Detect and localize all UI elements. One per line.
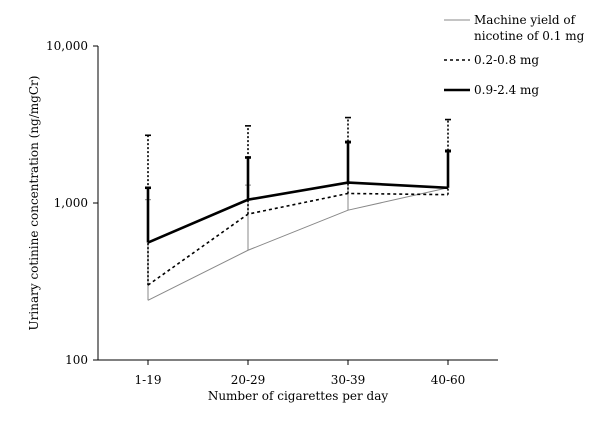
series-2 (145, 116, 451, 286)
legend-label-3: 0.9-2.4 mg (474, 83, 539, 97)
x-tick-label: 20-29 (231, 373, 266, 387)
y-tick-label: 100 (65, 353, 88, 367)
series-layer (145, 116, 451, 301)
y-tick-label: 1,000 (54, 196, 88, 210)
series-line (147, 192, 449, 286)
legend-label-2: 0.2-0.8 mg (474, 53, 539, 67)
series-line (147, 181, 449, 244)
x-tick-label: 30-39 (331, 373, 366, 387)
x-axis-title: Number of cigarettes per day (208, 389, 389, 403)
series-line (147, 187, 449, 301)
legend-layer: Machine yield of nicotine of 0.1 mg 0.2-0.… (444, 13, 585, 97)
legend-label-1: Machine yield of nicotine of 0.1 mg (474, 13, 585, 43)
axes-layer (97, 46, 498, 361)
series-3 (145, 140, 451, 244)
ticks-layer: 100 1,000 10,000 1-19 20-29 30-39 40-60 (46, 39, 465, 387)
x-tick-label: 1-19 (135, 373, 162, 387)
series-1 (145, 142, 451, 301)
y-tick-label: 10,000 (46, 39, 88, 53)
x-tick-label: 40-60 (431, 373, 466, 387)
y-axis-title: Urinary cotinine concentration (ng/mgCr) (27, 76, 41, 331)
